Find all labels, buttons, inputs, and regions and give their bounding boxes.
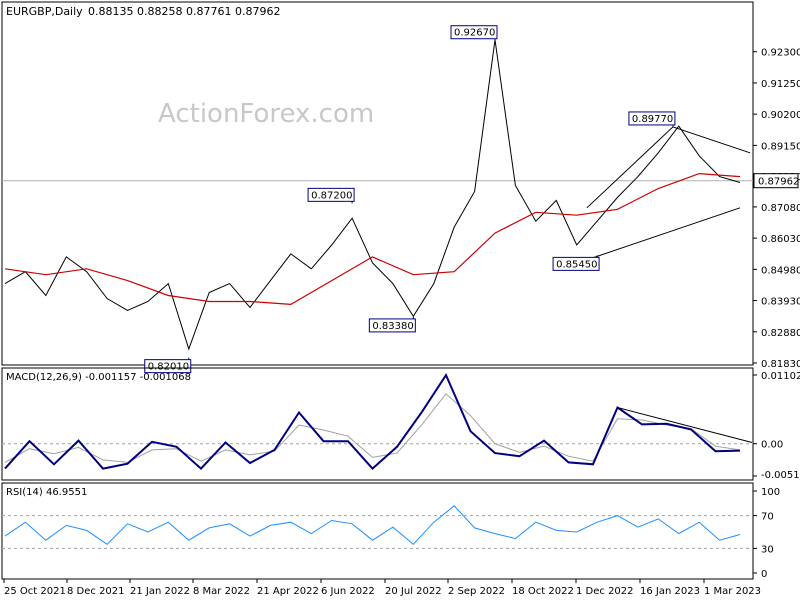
price-tick-label: 0.87080 (761, 203, 800, 214)
annotation-box (628, 111, 676, 126)
price-tick-label: 0.91250 (761, 79, 800, 90)
watermark: ActionForex.com (158, 99, 374, 129)
macd-title: MACD(12,26,9) -0.001157 -0.001068 (6, 372, 191, 383)
price-tick-label: 0.82880 (761, 328, 800, 339)
annotation-box (450, 25, 498, 40)
time-tick-label: 21 Jan 2022 (130, 586, 190, 597)
price-tick-label: 0.92300 (761, 48, 800, 59)
rsi-title: RSI(14) 46.9551 (6, 487, 87, 498)
time-tick-label: 20 Jul 2022 (385, 586, 442, 597)
price-tick-label: 0.83930 (761, 297, 800, 308)
macd-series (4, 373, 741, 471)
time-tick-label: 1 Dec 2022 (576, 586, 634, 597)
current-price-box (753, 173, 799, 189)
price-panel-border (1, 1, 754, 366)
rsi-plot-area (2, 505, 753, 549)
macd-panel-border (1, 367, 754, 481)
macd-tick-label: 0.011023 (761, 371, 800, 382)
annotation-label: 0.85450 (556, 259, 597, 270)
price-plot-area: 0.87962 0.92670 0.89770 0.87200 0.85450 0.833… (2, 25, 799, 374)
annotation-label: 0.87200 (311, 190, 352, 201)
channel-line (591, 207, 741, 259)
rsi-panel: RSI(14) 46.9551 100 70 30 0 (1, 482, 780, 580)
annotation-box (552, 256, 600, 271)
time-tick-label: 2 Sep 2022 (448, 586, 505, 597)
time-tick-label: 8 Mar 2022 (193, 586, 250, 597)
price-tick-label: 0.86030 (761, 234, 800, 245)
rsi-tick-label: 100 (761, 487, 780, 498)
time-axis: 25 Oct 2021 8 Dec 2021 21 Jan 2022 8 Mar 20… (3, 579, 761, 597)
time-tick-label: 6 Jun 2022 (321, 586, 375, 597)
price-tick-label: 0.81830 (761, 359, 800, 370)
time-tick-label: 8 Dec 2021 (67, 586, 125, 597)
price-axis: 0.923000.912500.902000.891500.881200.870… (753, 48, 800, 370)
moving-average-series (4, 172, 741, 306)
annotation-label: 0.92670 (454, 28, 495, 39)
price-tick-label: 0.89150 (761, 141, 800, 152)
annotation-label: 0.82010 (148, 362, 189, 373)
time-tick-label: 1 Mar 2023 (704, 586, 761, 597)
macd-tick-label: 0.00 (761, 440, 783, 451)
time-tick-label: 16 Jan 2023 (640, 586, 700, 597)
channel-line (586, 126, 674, 209)
price-series (4, 39, 741, 351)
annotation-box (368, 318, 416, 333)
symbol-label: EURGBP,Daily (6, 5, 83, 18)
macd-plot-area (2, 373, 753, 471)
current-price-label: 0.87962 (758, 177, 799, 188)
annotation-box (144, 359, 192, 374)
ohlc-label: 0.88135 0.88258 0.87761 0.87962 (88, 5, 280, 18)
annotation-box (307, 187, 355, 202)
time-tick-label: 18 Oct 2022 (512, 586, 574, 597)
channel-line (672, 126, 751, 154)
price-panel: EURGBP,Daily 0.88135 0.88258 0.87761 0.8… (1, 1, 800, 374)
rsi-tick-label: 70 (761, 512, 774, 523)
macd-trend-line (617, 407, 753, 443)
price-tick-label: 0.84980 (761, 265, 800, 276)
time-tick-label: 25 Oct 2021 (4, 586, 66, 597)
macd-tick-label: -0.005182 (761, 470, 800, 481)
macd-panel: MACD(12,26,9) -0.001157 -0.001068 0.0110… (1, 367, 800, 481)
annotation-label: 0.89770 (632, 114, 673, 125)
macd-axis: 0.011023 0.00 -0.005182 (753, 371, 800, 481)
rsi-axis: 100 70 30 0 (753, 487, 780, 580)
rsi-tick-label: 30 (761, 544, 774, 555)
rsi-series (4, 505, 741, 545)
price-tick-label: 0.90200 (761, 110, 800, 121)
time-tick-label: 21 Apr 2022 (257, 586, 319, 597)
rsi-tick-label: 0 (761, 569, 767, 580)
rsi-panel-border (1, 482, 754, 580)
annotation-label: 0.83380 (372, 321, 413, 332)
